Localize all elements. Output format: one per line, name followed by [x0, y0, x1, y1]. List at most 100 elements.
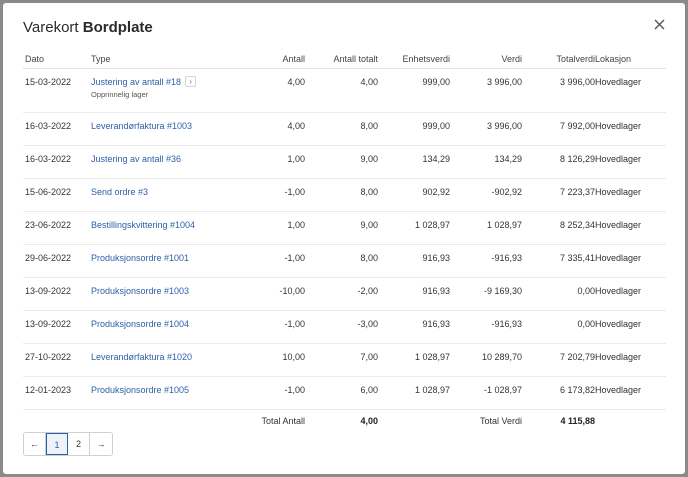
- row-qty: 4,00: [287, 121, 305, 131]
- row-location: Hovedlager: [595, 286, 642, 296]
- row-type-link[interactable]: Send ordre #3: [91, 187, 149, 197]
- row-total-value: 7 335,41: [559, 253, 595, 263]
- total-qty-label: Total Antall: [261, 416, 305, 426]
- row-total-value: 0,00: [577, 319, 595, 329]
- row-qty: -1,00: [284, 253, 305, 263]
- total-value-label: Total Verdi: [479, 416, 522, 426]
- row-type-link[interactable]: Produksjonsordre #1005: [91, 385, 190, 395]
- table-header: Dato Type Antall Antall totalt Enhetsver…: [23, 50, 666, 69]
- row-location: Hovedlager: [595, 352, 642, 362]
- table-row: 15-06-2022 Send ordre #3 -1,00 8,00 902,…: [23, 179, 666, 212]
- row-type-link[interactable]: Produksjonsordre #1004: [91, 319, 190, 329]
- next-page-button[interactable]: →: [96, 439, 106, 449]
- title-prefix: Varekort: [23, 19, 79, 36]
- row-type-link[interactable]: Leverandørfaktura #1003: [91, 121, 193, 131]
- row-type-link[interactable]: Bestillingskvittering #1004: [91, 220, 196, 230]
- pagination: ← 1 2 →: [23, 432, 113, 456]
- row-type-link[interactable]: Produksjonsordre #1003: [91, 286, 190, 296]
- row-unit-value: 916,93: [422, 253, 450, 263]
- row-qty: 4,00: [287, 77, 305, 87]
- row-unit-value: 916,93: [422, 286, 450, 296]
- row-total-value: 0,00: [577, 286, 595, 296]
- row-total-value: 8 126,29: [559, 154, 595, 164]
- row-qty: -1,00: [284, 319, 305, 329]
- row-qty: -1,00: [284, 187, 305, 197]
- row-value: 1 028,97: [486, 220, 522, 230]
- row-value: -9 169,30: [483, 286, 522, 296]
- row-location: Hovedlager: [595, 253, 642, 263]
- row-qty: 1,00: [287, 154, 305, 164]
- row-unit-value: 902,92: [422, 187, 450, 197]
- title-item-name: Bordplate: [82, 19, 153, 36]
- inventory-card-modal: Varekort Bordplate Dato Type Antall Anta…: [3, 3, 685, 474]
- row-qty-total: 7,00: [360, 352, 378, 362]
- row-qty-total: 9,00: [360, 220, 378, 230]
- row-total-value: 8 252,34: [559, 220, 595, 230]
- modal-title: Varekort Bordplate: [23, 19, 153, 36]
- row-qty-total: 6,00: [360, 385, 378, 395]
- row-qty: 1,00: [287, 220, 305, 230]
- header-date: Dato: [25, 54, 45, 64]
- row-value: -916,93: [491, 253, 522, 263]
- page-button-2[interactable]: 2: [68, 433, 90, 455]
- row-value: 3 996,00: [486, 121, 522, 131]
- row-qty-total: 8,00: [360, 253, 378, 263]
- row-total-value: 7 223,37: [559, 187, 595, 197]
- row-location: Hovedlager: [595, 121, 642, 131]
- row-date: 23-06-2022: [25, 220, 72, 230]
- row-date: 15-03-2022: [25, 77, 72, 87]
- row-unit-value: 999,00: [422, 121, 450, 131]
- row-qty: -1,00: [284, 385, 305, 395]
- row-unit-value: 1 028,97: [414, 385, 450, 395]
- row-date: 16-03-2022: [25, 154, 72, 164]
- row-date: 27-10-2022: [25, 352, 72, 362]
- prev-page-button[interactable]: ←: [24, 433, 46, 455]
- row-location: Hovedlager: [595, 319, 642, 329]
- row-qty-total: -2,00: [357, 286, 378, 296]
- table-row: 16-03-2022 Justering av antall #36 1,00 …: [23, 146, 666, 179]
- row-total-value: 7 992,00: [559, 121, 595, 131]
- table-row: 12-01-2023 Produksjonsordre #1005 -1,00 …: [23, 377, 666, 410]
- row-location: Hovedlager: [595, 154, 642, 164]
- row-qty-total: 8,00: [360, 121, 378, 131]
- row-type-link[interactable]: Leverandørfaktura #1020: [91, 352, 193, 362]
- table-row: 16-03-2022 Leverandørfaktura #1003 4,00 …: [23, 113, 666, 146]
- row-type-link[interactable]: Produksjonsordre #1001: [91, 253, 190, 263]
- total-qty-value: 4,00: [360, 416, 378, 426]
- header-unit-value: Enhetsverdi: [402, 54, 450, 64]
- table-row: 23-06-2022 Bestillingskvittering #1004 1…: [23, 212, 666, 245]
- row-date: 15-06-2022: [25, 187, 72, 197]
- header-qty-total: Antall totalt: [333, 54, 378, 64]
- row-qty: 10,00: [282, 352, 305, 362]
- row-unit-value: 134,29: [422, 154, 450, 164]
- row-value: 10 289,70: [481, 352, 522, 362]
- row-location: Hovedlager: [595, 220, 642, 230]
- table-row: 27-10-2022 Leverandørfaktura #1020 10,00…: [23, 344, 666, 377]
- table-row: 29-06-2022 Produksjonsordre #1001 -1,00 …: [23, 245, 666, 278]
- row-note: Opprinnelig lager: [91, 90, 149, 99]
- row-unit-value: 1 028,97: [414, 352, 450, 362]
- transactions-table: Dato Type Antall Antall totalt Enhetsver…: [23, 50, 666, 432]
- close-button[interactable]: [650, 15, 668, 33]
- row-type-link[interactable]: Justering av antall #36: [91, 154, 182, 164]
- row-qty: -10,00: [279, 286, 305, 296]
- close-icon: [654, 19, 664, 29]
- row-unit-value: 916,93: [422, 319, 450, 329]
- row-unit-value: 1 028,97: [414, 220, 450, 230]
- table-footer: Total Antall 4,00 Total Verdi 4 115,88: [23, 410, 666, 432]
- row-type-cell: Justering av antall #18 ›: [91, 69, 197, 95]
- row-date: 29-06-2022: [25, 253, 72, 263]
- chevron-right-icon[interactable]: ›: [185, 76, 197, 88]
- total-value-value: 4 115,88: [560, 416, 595, 426]
- row-date: 16-03-2022: [25, 121, 72, 131]
- row-type-link[interactable]: Justering av antall #18: [91, 77, 182, 87]
- header-qty: Antall: [282, 54, 305, 64]
- row-location: Hovedlager: [595, 385, 642, 395]
- row-qty-total: -3,00: [357, 319, 378, 329]
- header-total-value: Totalverdi: [556, 54, 595, 64]
- page-button-1[interactable]: 1: [46, 433, 68, 455]
- header-type: Type: [91, 54, 111, 64]
- row-qty-total: 8,00: [360, 187, 378, 197]
- row-value: 134,29: [494, 154, 522, 164]
- table-row: 13-09-2022 Produksjonsordre #1004 -1,00 …: [23, 311, 666, 344]
